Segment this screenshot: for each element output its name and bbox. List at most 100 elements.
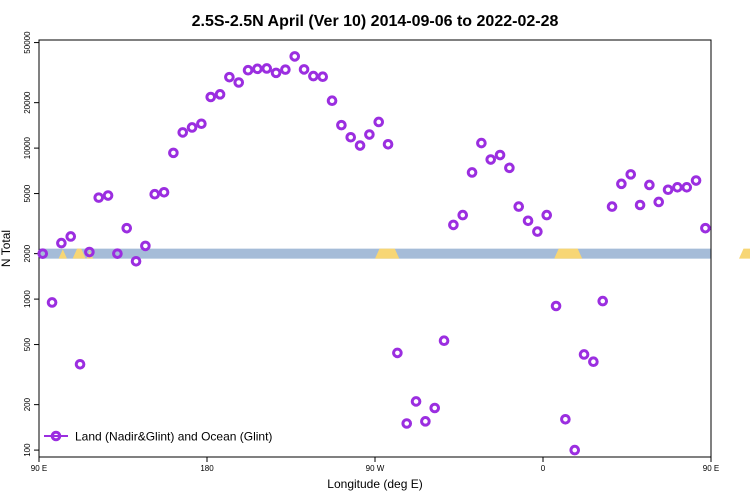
data-point-0-24 xyxy=(261,63,273,74)
data-point-0-27 xyxy=(289,51,301,62)
land-segment-4 xyxy=(554,248,583,259)
y-tick-label-8: 50000 xyxy=(23,31,32,54)
data-point-0-67 xyxy=(662,184,674,196)
x-tick-label-0: 90 E xyxy=(31,464,47,473)
data-point-0-43 xyxy=(438,335,450,347)
data-point-0-62 xyxy=(616,178,627,190)
legend: Land (Nadir&Glint) and Ocean (Glint) xyxy=(44,430,272,444)
data-point-0-15 xyxy=(177,127,189,138)
data-point-0-60 xyxy=(597,295,609,307)
data-point-0-44 xyxy=(448,219,459,231)
data-point-0-31 xyxy=(326,95,338,107)
data-point-0-9 xyxy=(121,222,133,234)
data-point-0-7 xyxy=(102,190,114,201)
data-point-0-10 xyxy=(130,255,142,267)
data-point-0-12 xyxy=(149,188,161,200)
data-point-0-37 xyxy=(382,138,394,150)
x-axis-label: Longitude (deg E) xyxy=(327,477,422,491)
data-point-0-47 xyxy=(476,137,487,149)
legend-marker xyxy=(50,430,62,442)
data-point-0-11 xyxy=(140,240,151,252)
data-point-0-29 xyxy=(308,70,319,82)
data-point-0-42 xyxy=(429,402,441,414)
y-tick-label-6: 10000 xyxy=(23,136,32,159)
data-point-0-33 xyxy=(345,131,357,143)
data-point-0-68 xyxy=(672,182,683,193)
data-point-0-2 xyxy=(56,237,67,249)
y-axis: 100 200 500 1000 2000 5000 10000 20000 50000 xyxy=(23,31,39,457)
data-point-0-71 xyxy=(700,222,711,234)
y-tick-label-7: 20000 xyxy=(23,91,32,114)
data-point-0-52 xyxy=(522,215,534,227)
x-tick-label-2: 90 W xyxy=(366,464,385,473)
data-point-0-46 xyxy=(466,167,478,178)
y-tick-label-0: 100 xyxy=(23,443,32,457)
data-point-0-3 xyxy=(65,231,77,242)
data-point-0-48 xyxy=(485,154,497,165)
x-tick-label-1: 180 xyxy=(200,464,214,473)
y-tick-label-1: 200 xyxy=(23,397,32,411)
data-point-0-0 xyxy=(37,248,49,259)
data-point-0-61 xyxy=(606,201,618,212)
ocean-band xyxy=(39,248,711,259)
data-point-0-13 xyxy=(158,186,170,198)
data-point-0-41 xyxy=(420,416,431,427)
data-point-0-57 xyxy=(569,444,581,456)
data-point-0-53 xyxy=(532,226,543,237)
data-points xyxy=(37,51,711,456)
y-tick-label-3: 1000 xyxy=(23,290,32,308)
y-axis-label: N Total xyxy=(0,230,13,267)
data-point-0-34 xyxy=(354,140,366,151)
y-tick-label-4: 2000 xyxy=(23,244,32,262)
data-point-0-6 xyxy=(93,192,105,203)
data-point-0-23 xyxy=(252,63,263,75)
data-point-0-56 xyxy=(560,413,571,425)
data-point-0-40 xyxy=(410,396,422,407)
data-point-0-45 xyxy=(457,209,469,221)
data-point-0-64 xyxy=(634,199,646,211)
data-point-0-18 xyxy=(205,91,217,103)
land-segment-1 xyxy=(72,248,86,259)
data-point-0-25 xyxy=(270,67,282,79)
data-point-0-63 xyxy=(625,169,637,180)
data-point-0-16 xyxy=(186,122,198,133)
land-segment-5 xyxy=(739,248,750,259)
data-point-0-20 xyxy=(224,71,235,83)
data-point-0-59 xyxy=(588,356,599,367)
y-tick-label-5: 5000 xyxy=(23,184,32,202)
coverage-band xyxy=(39,248,750,259)
data-point-0-8 xyxy=(112,248,123,259)
data-point-0-26 xyxy=(280,64,291,75)
data-point-0-21 xyxy=(233,77,245,88)
data-point-0-55 xyxy=(550,300,562,312)
data-point-0-51 xyxy=(513,201,525,212)
data-point-0-36 xyxy=(373,116,385,128)
land-segment-3 xyxy=(375,248,400,259)
data-point-0-14 xyxy=(168,147,179,159)
data-point-0-58 xyxy=(578,349,590,360)
data-point-0-54 xyxy=(541,209,553,221)
data-point-0-19 xyxy=(214,89,226,100)
data-point-0-65 xyxy=(644,179,655,191)
x-tick-label-3: 0 xyxy=(541,464,546,473)
data-point-0-28 xyxy=(298,64,310,75)
data-point-0-4 xyxy=(74,358,86,370)
data-point-0-17 xyxy=(196,118,207,130)
data-point-0-50 xyxy=(504,162,515,174)
data-point-0-5 xyxy=(84,246,95,258)
plot-frame xyxy=(38,39,712,458)
data-point-0-70 xyxy=(690,175,702,186)
land-segment-0 xyxy=(58,248,67,259)
data-point-0-35 xyxy=(364,129,375,140)
data-point-0-38 xyxy=(392,347,403,359)
y-tick-label-2: 500 xyxy=(23,337,32,351)
data-point-0-69 xyxy=(681,182,693,193)
data-point-0-30 xyxy=(317,71,329,83)
data-point-0-49 xyxy=(494,149,506,161)
chart-title: 2.5S-2.5N April (Ver 10) 2014-09-06 to 2… xyxy=(192,13,559,30)
data-point-0-22 xyxy=(242,64,254,76)
data-point-0-32 xyxy=(336,119,347,131)
x-axis: 90 E 180 90 W 0 90 E xyxy=(31,457,719,473)
legend-label: Land (Nadir&Glint) and Ocean (Glint) xyxy=(75,430,272,444)
